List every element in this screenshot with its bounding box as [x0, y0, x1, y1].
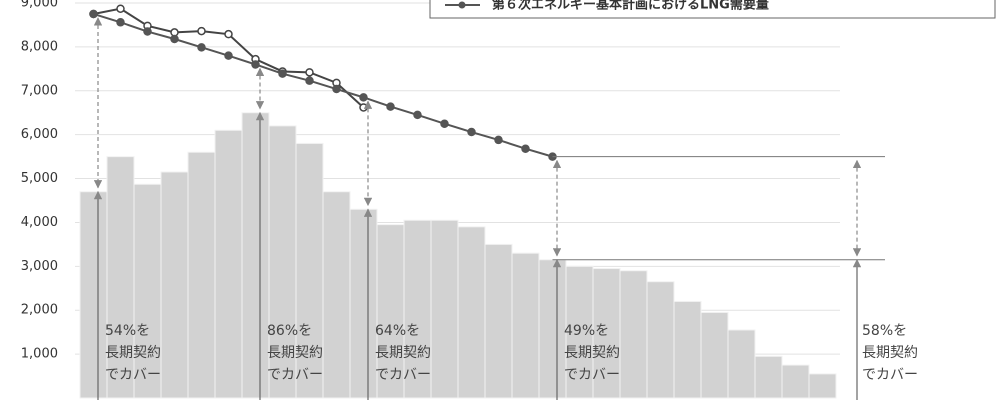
bar	[592, 268, 621, 399]
line-marker	[521, 144, 530, 153]
bar	[538, 259, 567, 399]
bar	[187, 151, 216, 399]
line-marker	[305, 76, 314, 85]
annotation: 長期契約	[862, 345, 918, 361]
bar	[565, 265, 594, 399]
line-series	[93, 13, 553, 158]
line-marker	[197, 26, 206, 36]
annotation: でカバー	[375, 367, 431, 383]
y-tick-label: 7,000	[21, 83, 58, 98]
y-tick-label: 3,000	[21, 259, 58, 274]
bar	[430, 219, 459, 399]
bar	[160, 171, 189, 399]
y-tick-label: 1,000	[21, 347, 58, 362]
legend-marker	[458, 1, 466, 9]
bar	[781, 364, 810, 399]
annotation: でカバー	[105, 367, 161, 383]
bar	[376, 224, 405, 399]
line-marker	[359, 93, 368, 102]
line-marker	[278, 69, 287, 78]
annotation: 49%を	[564, 323, 609, 339]
line-marker	[89, 9, 98, 19]
line-marker	[305, 68, 314, 77]
annotation: 86%を	[267, 323, 312, 339]
bar	[106, 156, 135, 399]
line-marker	[494, 135, 503, 145]
bar	[457, 226, 486, 399]
bar	[241, 112, 270, 399]
annotation: 長期契約	[105, 345, 161, 361]
line-marker	[251, 60, 260, 69]
line-marker	[224, 51, 233, 60]
bar	[403, 219, 432, 399]
legend-box	[429, 0, 996, 19]
annotation: でカバー	[564, 367, 620, 383]
line-marker	[197, 43, 206, 52]
line-marker	[467, 127, 476, 137]
y-tick-label: 6,000	[21, 127, 58, 142]
line-marker	[386, 102, 395, 111]
line-marker	[143, 27, 152, 36]
bar	[133, 183, 162, 399]
annotation: 64%を	[375, 323, 420, 339]
bar	[79, 191, 108, 399]
annotation: 長期契約	[564, 345, 620, 361]
y-tick-label: 9,000	[21, 0, 58, 11]
line-marker	[116, 18, 125, 27]
y-tick-label: 8,000	[21, 39, 58, 54]
line-marker	[332, 84, 341, 94]
line-marker	[170, 34, 179, 44]
legend-label: 第６次エネルギー基本計画におけるLNG需要量	[492, 0, 769, 13]
bar	[322, 191, 351, 399]
annotation: 54%を	[105, 323, 150, 339]
y-tick-label: 4,000	[21, 215, 58, 230]
bar	[646, 281, 675, 399]
bar	[511, 252, 540, 399]
bar	[727, 329, 756, 399]
line-marker	[116, 4, 125, 13]
line-marker	[440, 119, 449, 128]
annotation: 長期契約	[375, 345, 431, 361]
annotation: 長期契約	[267, 345, 323, 361]
bar	[295, 142, 324, 399]
bar	[484, 243, 513, 399]
bar	[673, 300, 702, 399]
line-marker	[413, 110, 422, 120]
annotation: でカバー	[267, 367, 323, 383]
bar	[619, 270, 648, 399]
y-tick-label: 2,000	[21, 303, 58, 318]
bar	[700, 311, 729, 399]
line-marker	[359, 103, 368, 112]
bar	[349, 208, 378, 399]
y-tick-label: 5,000	[21, 171, 58, 186]
line-marker	[224, 29, 233, 39]
annotation: でカバー	[862, 367, 918, 383]
bar	[754, 355, 783, 399]
annotation: 58%を	[862, 323, 907, 339]
bar	[808, 373, 837, 399]
bar	[214, 129, 243, 399]
